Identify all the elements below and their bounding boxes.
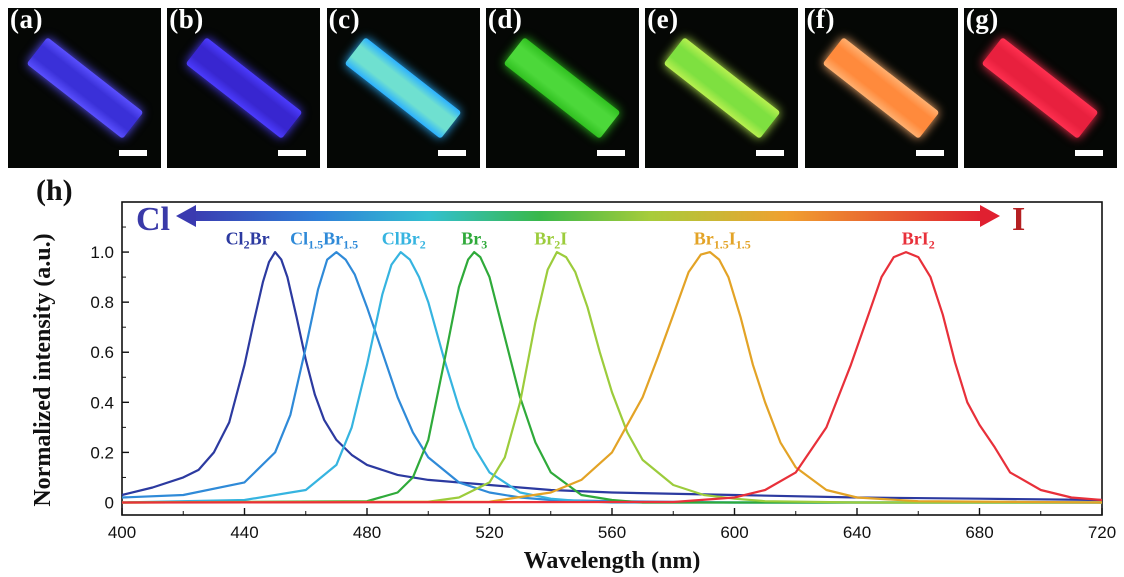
photo-panel-label: (e): [647, 8, 679, 34]
photo-panel: (b): [167, 8, 321, 168]
series-label: Cl2Br: [226, 229, 270, 252]
series-line: [121, 250, 1102, 504]
photo-panel: (d): [485, 8, 639, 168]
series-label: Cl1.5Br1.5: [290, 229, 358, 252]
x-tick-label: 560: [598, 523, 626, 542]
photo-panel: (a): [8, 8, 161, 168]
crystal-image: [503, 37, 621, 139]
photo-panel: (c): [326, 8, 480, 168]
scale-bar: [119, 150, 147, 156]
scale-bar: [1074, 150, 1103, 156]
scale-bar: [915, 150, 944, 156]
x-tick-label: 400: [108, 523, 136, 542]
series-line: [121, 250, 1102, 504]
arrow-shaft: [190, 211, 985, 221]
crystal-image: [25, 37, 144, 139]
x-tick-label: 480: [353, 523, 381, 542]
series-label: ClBr2: [382, 229, 426, 252]
photo-panel: (g): [963, 8, 1117, 168]
photo-panel-label: (f): [806, 8, 835, 34]
scale-bar: [756, 150, 785, 156]
x-tick-label: 640: [843, 523, 871, 542]
y-tick-label: 1.0: [90, 243, 114, 262]
x-tick-label: 520: [475, 523, 503, 542]
crystal-image: [822, 37, 940, 139]
y-tick-label: 0.2: [90, 443, 114, 462]
series-line: [121, 250, 1103, 504]
x-axis-title: Wavelength (nm): [524, 548, 701, 574]
arrow-head-right: [980, 205, 1000, 227]
series-line: [121, 250, 1102, 504]
crystal-image: [185, 37, 303, 139]
crystal-image: [981, 37, 1099, 139]
arrow-label-cl: Cl: [136, 201, 170, 238]
emission-spectra-chart: (h) Cl I 400 440 480 520 560 600 640 680 720 0 0.2…: [30, 174, 1116, 574]
y-tick-label: 0.4: [90, 393, 114, 412]
y-axis-title: Normalized intensity (a.u.): [30, 233, 56, 506]
series-label: BrI2: [902, 229, 935, 252]
y-tick-label: 0: [105, 493, 114, 512]
x-tick-label: 720: [1088, 523, 1116, 542]
series-line: [121, 250, 1103, 502]
arrow-label-i: I: [1012, 201, 1025, 238]
scale-bar: [437, 150, 466, 156]
crystal-image: [663, 37, 781, 139]
series-label: Br3: [461, 229, 487, 252]
y-tick-label: 0.8: [90, 293, 114, 312]
curves: [121, 250, 1103, 504]
arrow-head-left: [176, 205, 196, 227]
photo-panel-label: (b): [169, 8, 204, 34]
photo-panel-label: (c): [328, 8, 361, 34]
axes: 400 440 480 520 560 600 640 680 720 0 0.2 0.4 0.6 0.8…: [90, 226, 1116, 542]
series-label: Br2I: [534, 229, 567, 252]
photo-panel-label: (g): [965, 8, 999, 34]
photo-panel: (f): [804, 8, 958, 168]
series-label: Br1.5I1.5: [694, 229, 751, 252]
halide-arrow: Cl I: [136, 201, 1025, 238]
series-labels: Cl2Br Cl1.5Br1.5 ClBr2 Br3 Br2I Br1.5I1.5 BrI2: [226, 229, 935, 252]
x-tick-label: 440: [230, 523, 258, 542]
photo-panel: (e): [645, 8, 799, 168]
series-line: [121, 250, 1103, 504]
panel-label-h: (h): [36, 174, 73, 207]
photo-panel-label: (a): [10, 8, 43, 34]
photo-row: (a) (b) (c) (d) (e) (f) (g): [8, 8, 1118, 168]
crystal-image: [344, 37, 462, 139]
x-tick-label: 680: [965, 523, 993, 542]
scale-bar: [596, 150, 625, 156]
y-tick-label: 0.6: [90, 343, 114, 362]
photo-panel-label: (d): [487, 8, 523, 34]
series-line: [121, 250, 1102, 504]
x-tick-label: 600: [720, 523, 748, 542]
scale-bar: [278, 150, 307, 156]
